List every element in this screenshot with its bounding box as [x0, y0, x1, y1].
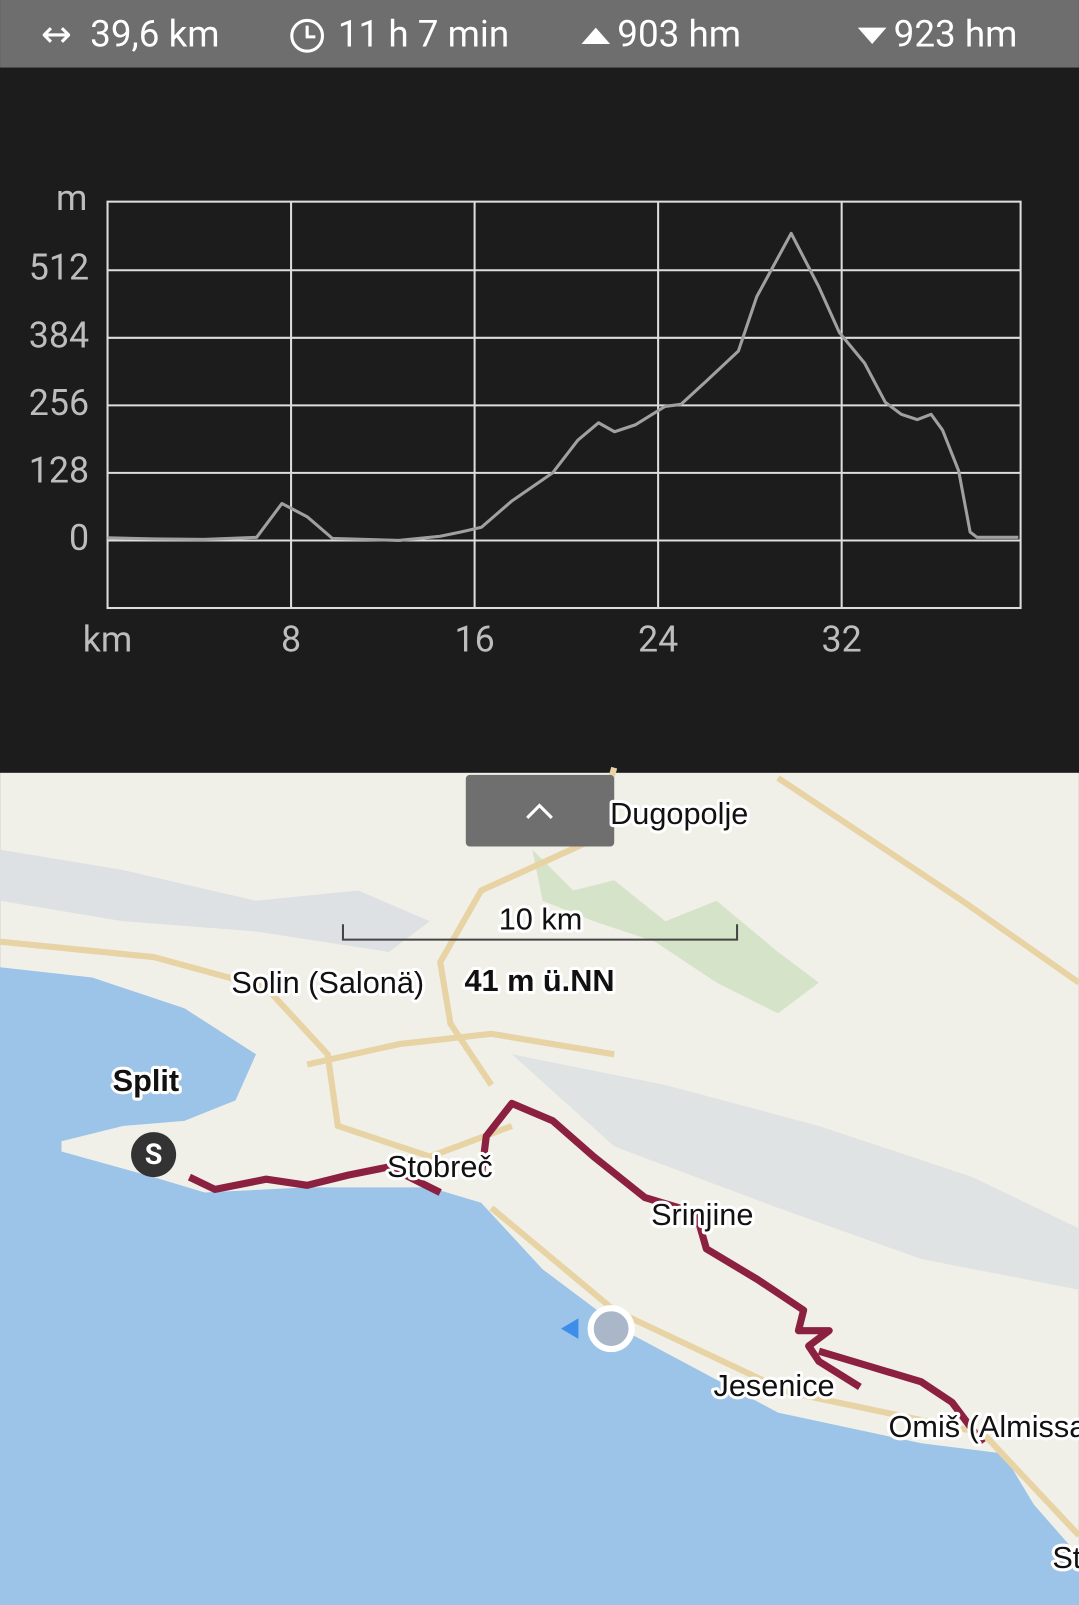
x-tick-label: 24	[638, 618, 678, 660]
map-roads	[0, 766, 1079, 1538]
clock-hands	[305, 25, 316, 39]
collapse-icon[interactable]	[526, 803, 553, 819]
start-marker	[131, 1132, 177, 1178]
map-terrain	[511, 1054, 1079, 1290]
ascent-icon	[581, 27, 611, 45]
location-heading	[560, 1318, 579, 1339]
distance-icon: ↔	[41, 13, 72, 56]
place-label: St	[1052, 1540, 1079, 1575]
scale-label: 10 km	[499, 901, 583, 936]
y-tick-label: 384	[29, 314, 89, 356]
elevation-line	[107, 231, 1019, 542]
elevation-chart: m km 0 128 256 384 512 8 16 24 32	[29, 177, 1022, 660]
distance: 39,6 km	[90, 13, 219, 56]
place-label: Srinjine	[651, 1197, 753, 1232]
y-axis-unit: m	[56, 177, 87, 219]
ascent: 903 hm	[617, 13, 741, 56]
start-marker-label: S	[145, 1137, 163, 1171]
place-label: Solin (Salonä)	[231, 965, 424, 1000]
duration: 11 h 7 min	[338, 13, 509, 56]
place-label: Dugopolje	[610, 796, 748, 831]
x-tick-label: 16	[454, 618, 494, 660]
map-sea	[0, 967, 1079, 1605]
collapse-button[interactable]	[465, 774, 615, 847]
map-terrain	[0, 849, 430, 952]
y-tick-label: 256	[29, 382, 89, 424]
y-tick-label: 0	[69, 517, 89, 559]
y-tick-label: 512	[29, 247, 89, 289]
location-marker	[587, 1305, 635, 1353]
x-tick-label: 32	[822, 618, 862, 660]
clock-icon	[290, 18, 325, 53]
map-terrain	[532, 849, 819, 1014]
scale-bar	[341, 924, 739, 941]
descent: 923 hm	[894, 13, 1018, 56]
place-label: Split	[113, 1063, 180, 1098]
descent-icon	[857, 27, 887, 45]
elevation-label: 41 m ü.NN	[464, 963, 614, 998]
x-axis-unit: km	[83, 618, 133, 660]
x-tick-label: 8	[281, 618, 301, 660]
place-label: Stobreč	[387, 1149, 493, 1184]
y-tick-label: 128	[29, 449, 89, 491]
place-label: Jesenice	[714, 1368, 835, 1403]
map: S 10 km 41 m ü.NN Dugopolje Solin (Salonä…	[0, 766, 1079, 1605]
route	[187, 1099, 986, 1446]
place-label: Omiš (Almissa)	[889, 1409, 1079, 1444]
stats-bar	[0, 0, 1079, 68]
